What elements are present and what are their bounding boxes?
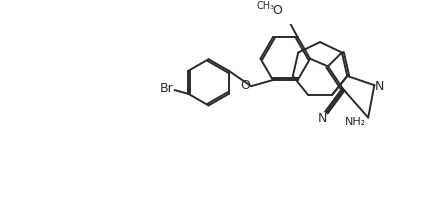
- Text: N: N: [318, 111, 327, 124]
- Text: O: O: [272, 4, 282, 17]
- Text: NH₂: NH₂: [345, 117, 367, 127]
- Text: N: N: [374, 79, 384, 92]
- Text: CH₃: CH₃: [257, 1, 275, 11]
- Text: O: O: [240, 79, 250, 92]
- Text: Br: Br: [160, 82, 174, 95]
